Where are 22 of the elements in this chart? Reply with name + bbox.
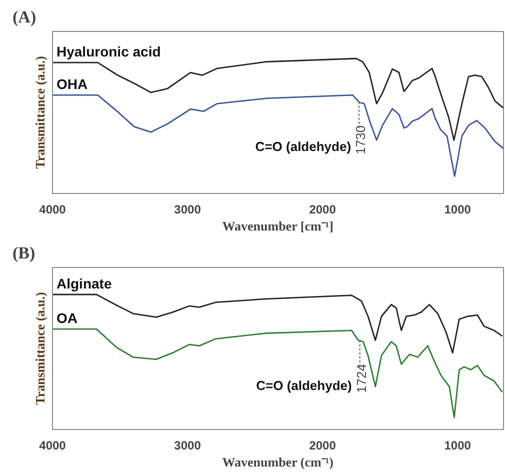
chart-title: (A) — [12, 8, 36, 26]
series-label: Hyaluronic acid — [56, 44, 161, 60]
chart-title: (B) — [12, 244, 36, 262]
annotation: C=O (aldehyde) — [256, 378, 352, 393]
series-label: OA — [56, 310, 78, 326]
x-tick-label: 3000 — [174, 438, 202, 452]
x-tick-label: 2000 — [309, 202, 336, 216]
x-tick-label: 1000 — [444, 202, 472, 216]
y-axis-title: Transmittance (a.u.) — [32, 292, 48, 405]
series-label: OHA — [56, 76, 88, 92]
y-axis-title: Transmittance (a.u.) — [32, 56, 48, 169]
x-tick-label: 4000 — [39, 202, 66, 216]
x-tick-label: 3000 — [174, 202, 202, 216]
annotation: C=O (aldehyde) — [255, 139, 352, 154]
series-label: Alginate — [56, 276, 112, 292]
x-axis-title: Wavenumber [cm⁻¹] — [222, 218, 334, 234]
ref-line-label: 1730 — [353, 125, 368, 154]
x-tick-label: 2000 — [309, 438, 336, 452]
ref-line-label: 1724 — [354, 364, 369, 393]
x-tick-label: 4000 — [39, 438, 66, 452]
x-axis-title: Wavenumber (cm⁻¹) — [222, 454, 334, 470]
x-tick-label: 1000 — [444, 438, 472, 452]
